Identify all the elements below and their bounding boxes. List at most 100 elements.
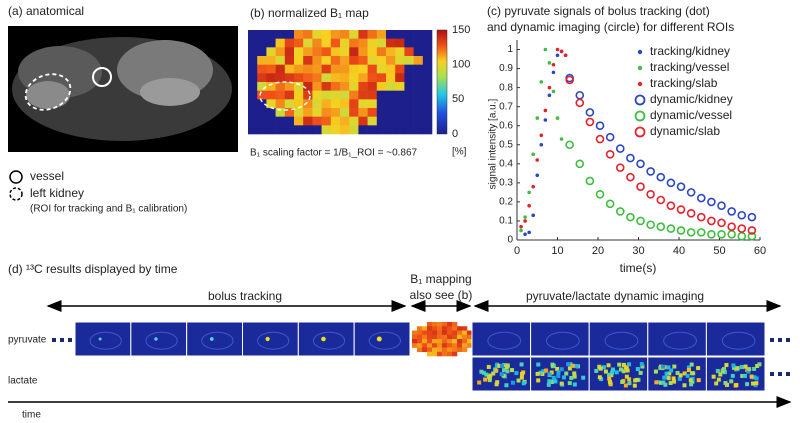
map-cell [358, 116, 368, 126]
map-cell [422, 82, 433, 91]
map-cell [404, 56, 414, 65]
organ-outline [89, 331, 122, 350]
map-cell [340, 64, 350, 74]
map-cell [404, 99, 414, 109]
map-cell [422, 116, 433, 126]
map-cell [413, 47, 424, 57]
map-cell [437, 326, 443, 331]
map-cell [462, 347, 468, 353]
map-cell [556, 374, 561, 379]
signal-spot [98, 337, 102, 341]
map-cell [395, 64, 405, 74]
map-cell [567, 366, 572, 371]
map-cell [621, 369, 626, 374]
map-cell [248, 56, 258, 65]
map-cell [284, 99, 295, 109]
map-cell [321, 82, 332, 91]
map-cell [284, 30, 295, 39]
map-cell [367, 116, 378, 126]
map-cell [266, 38, 276, 48]
legend-text: left kidney [30, 186, 84, 200]
map-cell [716, 377, 721, 382]
map-cell [452, 326, 458, 331]
map-cell [544, 368, 549, 373]
point [551, 62, 556, 67]
map-cell [340, 90, 350, 100]
x-tick-label: 10 [551, 245, 563, 257]
segment-label: B₁ mapping [410, 272, 471, 286]
map-cell [248, 108, 258, 117]
map-cell [275, 90, 286, 100]
map-cell [417, 330, 423, 336]
point [559, 137, 564, 141]
map-cell [413, 56, 424, 65]
segment-label: bolus tracking [208, 289, 282, 303]
map-cell [257, 56, 267, 65]
map-cell [422, 330, 428, 336]
point [531, 184, 535, 189]
colorbar-unit: [%] [452, 147, 467, 158]
map-cell [654, 380, 659, 385]
point [717, 229, 726, 239]
map-cell [671, 376, 676, 381]
map-cell [312, 99, 322, 109]
map-cell [627, 362, 632, 367]
organ-outline [312, 331, 346, 350]
map-cell [275, 56, 286, 65]
point [737, 231, 747, 241]
point [543, 47, 548, 52]
map-cell [376, 30, 387, 39]
map-cell [422, 64, 433, 74]
map-cell [367, 64, 378, 74]
y-tick-label: 0.4 [499, 158, 513, 169]
point [605, 149, 615, 159]
point [696, 212, 706, 222]
map-cell [312, 73, 322, 83]
image-tile [353, 321, 411, 357]
map-cell [358, 47, 368, 57]
vessel-roi [92, 67, 112, 87]
map-cell [659, 380, 664, 385]
map-cell [284, 108, 295, 117]
map-cell [417, 343, 423, 348]
image-tile [588, 321, 649, 357]
map-cell [294, 64, 304, 74]
point [727, 207, 736, 216]
map-cell [321, 38, 332, 48]
map-cell [386, 30, 396, 39]
point [531, 213, 535, 218]
map-cell [452, 347, 458, 353]
point [646, 220, 655, 230]
map-cell [422, 30, 433, 39]
point [575, 98, 585, 108]
map-cell [661, 380, 666, 385]
point [696, 228, 706, 237]
map-cell [417, 326, 423, 331]
map-cell [462, 343, 468, 348]
legend-label: dynamic/vessel [650, 108, 732, 122]
map-cell [330, 99, 341, 109]
kidney-roi [259, 81, 311, 111]
map-cell [422, 347, 428, 353]
map-cell [715, 368, 720, 373]
map-cell [266, 116, 276, 126]
point [747, 212, 757, 222]
map-cell [358, 108, 368, 117]
point [575, 159, 585, 169]
map-cell [442, 326, 448, 331]
map-cell [303, 56, 313, 65]
map-cell [413, 99, 424, 109]
map-cell [248, 47, 258, 57]
panel-label: (a) anatomical [8, 4, 84, 18]
map-cell [330, 30, 341, 39]
map-cell [275, 108, 286, 117]
point [523, 219, 527, 223]
map-cell [386, 108, 396, 117]
point [727, 222, 736, 231]
map-cell [559, 367, 564, 372]
map-cell [303, 125, 313, 135]
map-cell [658, 365, 663, 370]
map-cell [432, 339, 438, 344]
map-cell [367, 108, 378, 117]
map-cell [675, 371, 680, 376]
